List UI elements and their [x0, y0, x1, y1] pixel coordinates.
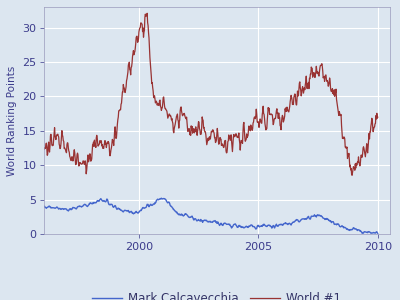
Mark Calcavecchia: [41, 205, 46, 209]
Y-axis label: World Ranking Points: World Ranking Points: [7, 65, 17, 176]
Mark Calcavecchia: [294, 218, 298, 222]
World #1: [350, 173, 354, 177]
Mark Calcavecchia: [184, 213, 189, 216]
Mark Calcavecchia: [159, 196, 164, 200]
Line: Mark Calcavecchia: Mark Calcavecchia: [44, 198, 378, 233]
Mark Calcavecchia: [315, 214, 320, 217]
World #1: [184, 115, 189, 119]
Mark Calcavecchia: [332, 222, 336, 226]
Mark Calcavecchia: [177, 213, 182, 217]
Legend: Mark Calcavecchia, World #1: Mark Calcavecchia, World #1: [88, 287, 346, 300]
World #1: [315, 70, 320, 74]
World #1: [177, 118, 182, 122]
World #1: [145, 11, 150, 15]
World #1: [41, 147, 46, 150]
Mark Calcavecchia: [99, 198, 104, 201]
World #1: [375, 116, 380, 119]
World #1: [294, 103, 298, 106]
Mark Calcavecchia: [375, 232, 380, 235]
World #1: [99, 139, 104, 142]
World #1: [332, 88, 336, 92]
Line: World #1: World #1: [44, 13, 378, 175]
